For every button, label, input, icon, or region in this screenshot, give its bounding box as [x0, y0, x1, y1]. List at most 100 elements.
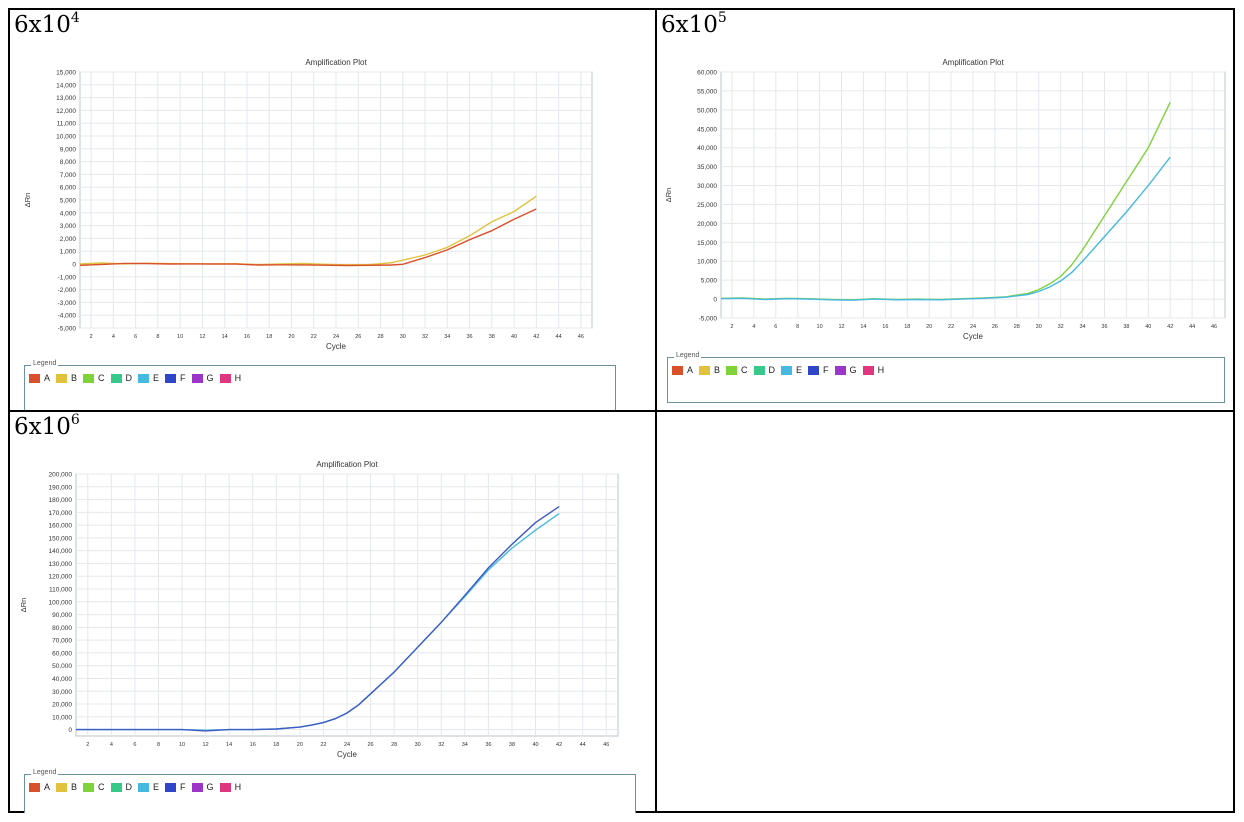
y-tick-label: -5,000: [699, 316, 718, 323]
panel-3: 6x106 0 10,000 20,000 30,000 40,000 50,000 60,…: [10, 412, 655, 813]
amplification-plot-2: -5,000 0 5,000 10,000 15,000 20,000 25,000 30,0…: [664, 58, 1226, 341]
legend-swatch: [110, 782, 122, 792]
y-tick-label: -2,000: [58, 287, 77, 294]
x-tick-label: 6: [134, 334, 137, 340]
legend-label: A: [44, 782, 51, 792]
legend-label: G: [206, 373, 214, 383]
amplification-plot-1: -5,000 -4,000 -3,000 -2,000 -1,000 0 1,000 2,00…: [23, 58, 593, 351]
legend-swatch: [138, 373, 150, 383]
legend-swatch: [808, 365, 820, 375]
x-tick-label: 12: [199, 334, 205, 340]
x-tick-label: 2: [730, 324, 733, 330]
y-tick-label: 50,000: [52, 663, 72, 670]
x-tick-label: 34: [462, 742, 468, 748]
x-tick-label: 18: [273, 742, 279, 748]
legend-label: E: [153, 373, 160, 383]
x-tick-label: 46: [578, 334, 584, 340]
chart-title: Amplification Plot: [942, 58, 1004, 67]
x-tick-label: 8: [796, 324, 799, 330]
legend-swatch: [83, 782, 95, 792]
x-tick-label: 30: [1036, 324, 1042, 330]
legend-swatch: [219, 782, 231, 792]
y-tick-label: 60,000: [52, 650, 72, 657]
panel-empty: [657, 412, 1235, 813]
y-tick-label: 11,000: [57, 121, 77, 128]
legend-item: E: [138, 373, 159, 383]
x-tick-label: 14: [226, 742, 232, 748]
y-tick-label: 10,000: [56, 134, 76, 141]
legend-item: G: [834, 365, 857, 375]
y-tick-label: 15,000: [56, 70, 76, 77]
legend-label: C: [98, 782, 105, 792]
chart-title: Amplification Plot: [305, 58, 367, 67]
x-tick-label: 46: [603, 742, 609, 748]
legend-swatch: [56, 782, 68, 792]
x-tick-label: 22: [311, 334, 317, 340]
x-tick-label: 10: [817, 324, 823, 330]
legend-label: G: [849, 365, 857, 375]
y-axis-label: ΔRn: [19, 598, 28, 613]
y-tick-label: 5,000: [701, 278, 718, 285]
y-tick-label: 80,000: [52, 625, 72, 632]
legend-item: D: [110, 782, 132, 792]
x-tick-label: 34: [444, 334, 450, 340]
y-tick-label: 7,000: [60, 172, 77, 179]
x-tick-label: 36: [467, 334, 473, 340]
x-tick-label: 26: [355, 334, 361, 340]
y-tick-label: 20,000: [52, 702, 72, 709]
x-tick-label: 40: [1145, 324, 1151, 330]
y-tick-label: 20,000: [697, 221, 717, 228]
y-tick-label: 40,000: [697, 145, 717, 152]
legend-item: B: [699, 365, 720, 375]
legend-item: F: [808, 365, 829, 375]
y-tick-label: 9,000: [60, 146, 77, 153]
x-axis-label: Cycle: [963, 332, 984, 341]
x-tick-label: 44: [1189, 324, 1195, 330]
x-tick-label: 20: [297, 742, 303, 748]
legend-label: H: [234, 373, 242, 383]
legend-label: F: [180, 782, 186, 792]
x-tick-label: 30: [415, 742, 421, 748]
y-tick-label: 8,000: [60, 159, 77, 166]
x-tick-label: 28: [1014, 324, 1020, 330]
legend-items: A B C D E F G H: [29, 373, 241, 383]
y-tick-label: 10,000: [697, 259, 717, 266]
y-tick-label: 180,000: [49, 497, 73, 504]
x-tick-label: 42: [1167, 324, 1173, 330]
legend-item: E: [781, 365, 802, 375]
legend-swatch: [138, 782, 150, 792]
x-tick-label: 30: [400, 334, 406, 340]
legend-swatch: [219, 373, 231, 383]
legend-label: H: [877, 365, 885, 375]
y-tick-label: 3,000: [60, 223, 77, 230]
x-tick-label: 8: [157, 742, 160, 748]
legend-item: A: [29, 373, 50, 383]
legend-item: C: [726, 365, 748, 375]
y-tick-label: -5,000: [58, 326, 77, 333]
legend-item: H: [219, 373, 242, 383]
figure-table: 6x104 -5,000 -4,000 -3,000 -2,000 -1,000 0 1,0…: [8, 8, 1235, 813]
x-tick-label: 16: [244, 334, 250, 340]
x-tick-label: 24: [344, 742, 350, 748]
x-tick-label: 24: [333, 334, 339, 340]
x-tick-label: 38: [1123, 324, 1129, 330]
panel-1-label-base: 6x10: [14, 12, 71, 38]
x-tick-label: 18: [904, 324, 910, 330]
x-tick-label: 46: [1211, 324, 1217, 330]
x-tick-label: 34: [1080, 324, 1086, 330]
y-tick-label: 35,000: [697, 164, 717, 171]
legend-label: A: [687, 365, 694, 375]
legend-item: A: [672, 365, 693, 375]
y-tick-label: 1,000: [60, 249, 77, 256]
legend-label: D: [768, 365, 776, 375]
panel-2-label-base: 6x10: [661, 12, 718, 38]
panel-3-label-base: 6x10: [14, 414, 71, 440]
y-tick-label: 50,000: [697, 107, 717, 114]
legend-swatch: [753, 365, 765, 375]
y-tick-label: 0: [713, 297, 717, 304]
x-tick-label: 12: [203, 742, 209, 748]
y-tick-label: 55,000: [697, 88, 717, 95]
x-tick-label: 16: [250, 742, 256, 748]
x-tick-label: 6: [133, 742, 136, 748]
y-tick-label: 110,000: [49, 587, 72, 594]
